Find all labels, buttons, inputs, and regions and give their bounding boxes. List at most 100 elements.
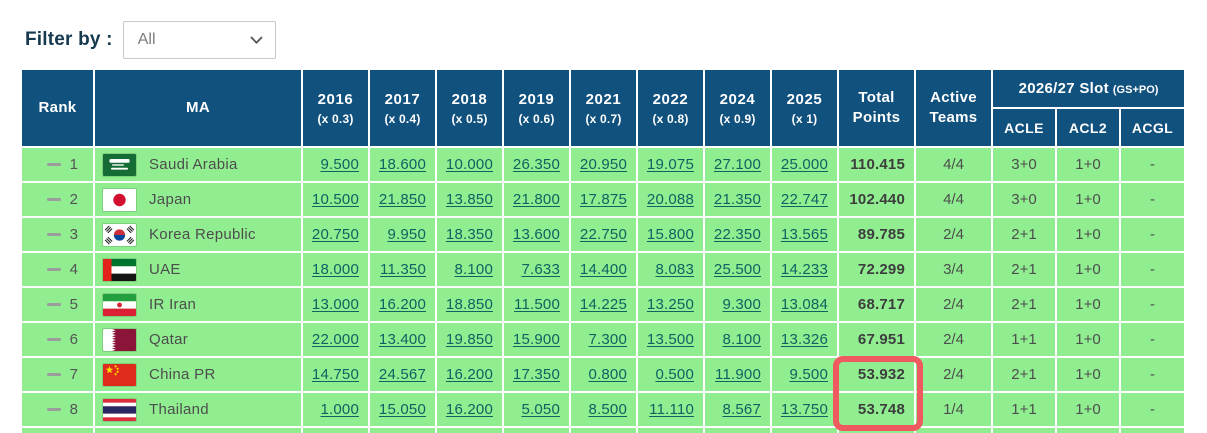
rank-trend-dash-icon — [46, 268, 61, 271]
year-points-link[interactable]: 25.500 — [713, 261, 761, 278]
year-points-link[interactable]: 13.750 — [780, 401, 828, 418]
year-points-cell: 0.800 — [571, 358, 638, 393]
year-points-link[interactable]: 19.850 — [445, 331, 493, 348]
year-points-link[interactable]: 8.567 — [722, 401, 761, 418]
year-points-link[interactable]: 5.050 — [521, 401, 560, 418]
year-points-link[interactable]: 14.233 — [780, 261, 828, 278]
rank-number: 3 — [69, 226, 78, 243]
empty-cell — [303, 428, 370, 433]
year-points-link[interactable]: 15.050 — [378, 401, 426, 418]
rank-trend-dash-icon — [46, 198, 61, 201]
year-points-link[interactable]: 9.300 — [722, 296, 761, 313]
year-points-cell: 22.750 — [571, 218, 638, 253]
col-header-slot-group: 2026/27 Slot (GS+PO) — [993, 70, 1187, 109]
rank-number: 4 — [69, 261, 78, 278]
year-points-link[interactable]: 7.633 — [521, 261, 560, 278]
rank-number: 6 — [69, 331, 78, 348]
year-points-cell: 13.326 — [772, 323, 839, 358]
year-points-link[interactable]: 15.900 — [512, 331, 560, 348]
year-points-link[interactable]: 21.800 — [512, 191, 560, 208]
year-points-cell: 13.600 — [504, 218, 571, 253]
year-points-link[interactable]: 17.875 — [579, 191, 627, 208]
year-points-link[interactable]: 24.567 — [378, 366, 426, 383]
year-points-link[interactable]: 11.500 — [514, 296, 560, 313]
year-points-link[interactable]: 16.200 — [445, 366, 493, 383]
year-points-link[interactable]: 17.350 — [512, 366, 560, 383]
year-points-link[interactable]: 10.500 — [311, 191, 359, 208]
year-points-link[interactable]: 8.083 — [655, 261, 694, 278]
year-points-link[interactable]: 21.850 — [378, 191, 426, 208]
year-points-link[interactable]: 13.850 — [445, 191, 493, 208]
year-points-link[interactable]: 16.200 — [378, 296, 426, 313]
year-points-link[interactable]: 22.747 — [780, 191, 828, 208]
year-points-link[interactable]: 22.750 — [579, 226, 627, 243]
year-points-cell: 8.100 — [437, 253, 504, 288]
slot-acl2-cell: 1+0 — [1057, 148, 1121, 183]
year-points-link[interactable]: 1.000 — [320, 401, 359, 418]
table-row: 4 UAE 18.000 11.350 8.100 7.633 14.400 8… — [22, 253, 1187, 288]
slot-acle-cell: 2+1 — [993, 288, 1057, 323]
empty-cell — [1057, 428, 1121, 433]
year-points-cell: 13.000 — [303, 288, 370, 323]
year-points-cell: 13.750 — [772, 393, 839, 428]
year-points-cell: 11.110 — [638, 393, 705, 428]
year-points-link[interactable]: 21.350 — [713, 191, 761, 208]
year-points-link[interactable]: 9.500 — [789, 366, 828, 383]
year-points-link[interactable]: 9.950 — [387, 226, 426, 243]
total-points-cell: 67.951 — [839, 323, 916, 358]
year-points-link[interactable]: 20.088 — [646, 191, 694, 208]
rank-cell: 4 — [22, 253, 95, 288]
year-points-link[interactable]: 8.500 — [588, 401, 627, 418]
ranking-table: Rank MA 2016 (x 0.3) 2017 (x 0.4) 2018 (x 0… — [22, 70, 1187, 433]
year-points-cell: 11.350 — [370, 253, 437, 288]
year-points-link[interactable]: 11.110 — [649, 401, 694, 418]
year-points-link[interactable]: 9.500 — [320, 156, 359, 173]
year-points-link[interactable]: 20.750 — [311, 226, 359, 243]
slot-acgl-cell: - — [1121, 323, 1187, 358]
year-points-link[interactable]: 25.000 — [780, 156, 828, 173]
year-points-link[interactable]: 13.250 — [646, 296, 694, 313]
rank-cell: 3 — [22, 218, 95, 253]
col-header-acl2: ACL2 — [1057, 109, 1121, 148]
rank-cell: 1 — [22, 148, 95, 183]
year-points-link[interactable]: 13.400 — [378, 331, 426, 348]
col-header-ma: MA — [95, 70, 303, 148]
year-points-link[interactable]: 7.300 — [588, 331, 627, 348]
year-points-link[interactable]: 13.500 — [646, 331, 694, 348]
empty-cell — [705, 428, 772, 433]
year-points-link[interactable]: 8.100 — [454, 261, 493, 278]
year-points-link[interactable]: 26.350 — [512, 156, 560, 173]
year-points-link[interactable]: 18.350 — [445, 226, 493, 243]
year-points-link[interactable]: 16.200 — [445, 401, 493, 418]
year-points-link[interactable]: 8.100 — [722, 331, 761, 348]
year-points-link[interactable]: 27.100 — [713, 156, 761, 173]
year-points-link[interactable]: 22.000 — [311, 331, 359, 348]
total-points-value: 53.932 — [857, 366, 905, 383]
year-points-link[interactable]: 14.225 — [579, 296, 627, 313]
year-points-link[interactable]: 15.800 — [646, 226, 694, 243]
year-points-cell: 9.500 — [303, 148, 370, 183]
active-teams-cell: 2/4 — [916, 218, 993, 253]
year-points-link[interactable]: 0.500 — [655, 366, 694, 383]
year-points-link[interactable]: 13.600 — [512, 226, 560, 243]
year-points-link[interactable]: 11.900 — [715, 366, 761, 383]
year-points-link[interactable]: 18.000 — [311, 261, 359, 278]
year-points-link[interactable]: 18.850 — [445, 296, 493, 313]
year-points-link[interactable]: 14.400 — [579, 261, 627, 278]
year-points-link[interactable]: 11.350 — [380, 261, 426, 278]
year-points-link[interactable]: 13.565 — [780, 226, 828, 243]
year-points-link[interactable]: 18.600 — [378, 156, 426, 173]
year-points-link[interactable]: 13.084 — [780, 296, 828, 313]
year-points-link[interactable]: 13.326 — [780, 331, 828, 348]
year-points-link[interactable]: 14.750 — [311, 366, 359, 383]
filter-dropdown[interactable]: All — [122, 21, 276, 59]
year-points-link[interactable]: 19.075 — [646, 156, 694, 173]
year-points-link[interactable]: 13.000 — [311, 296, 359, 313]
year-points-link[interactable]: 10.000 — [445, 156, 493, 173]
year-points-link[interactable]: 0.800 — [588, 366, 627, 383]
country-name: Qatar — [149, 331, 189, 348]
table-row: 6 Qatar 22.000 13.400 19.850 15.900 7.30… — [22, 323, 1187, 358]
year-points-link[interactable]: 22.350 — [713, 226, 761, 243]
year-points-cell: 25.500 — [705, 253, 772, 288]
year-points-link[interactable]: 20.950 — [579, 156, 627, 173]
